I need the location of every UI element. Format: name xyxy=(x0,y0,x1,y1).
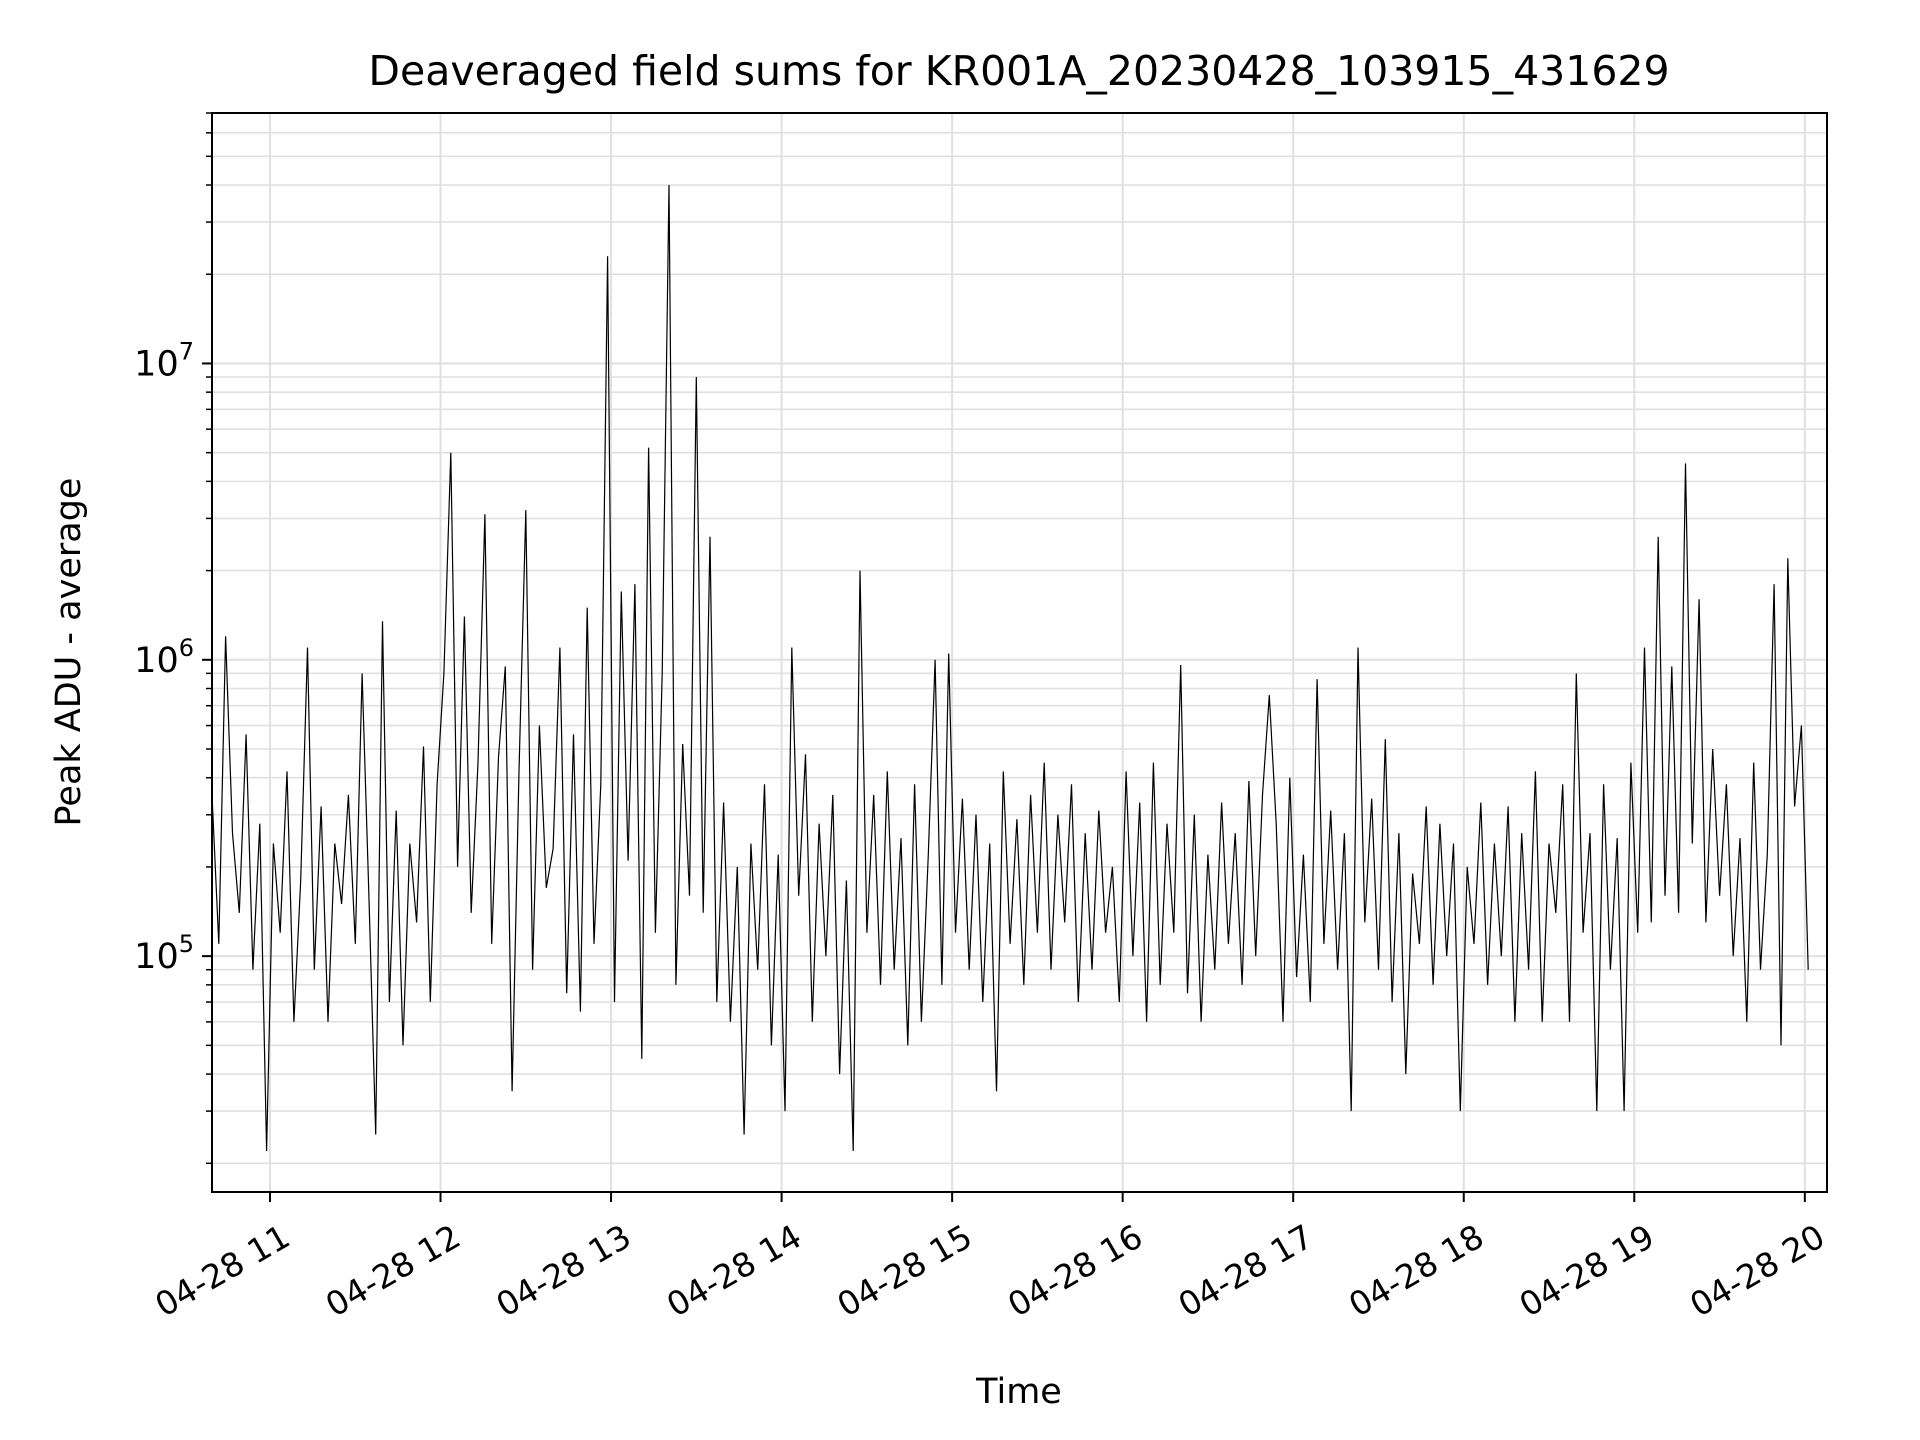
series-line xyxy=(211,184,1809,1152)
y-axis-label: Peak ADU - average xyxy=(49,478,89,827)
plot-frame xyxy=(211,112,1828,1193)
y-tick-label: 107 xyxy=(134,337,194,384)
chart-title: Deaveraged field sums for KR001A_2023042… xyxy=(368,47,1669,95)
grid xyxy=(212,112,1827,1192)
x-axis-label: Time xyxy=(975,1372,1062,1412)
y-axis: 105 106 107 xyxy=(134,112,212,1165)
y-tick-label: 105 xyxy=(134,930,194,977)
y-tick-label: 106 xyxy=(134,634,194,681)
